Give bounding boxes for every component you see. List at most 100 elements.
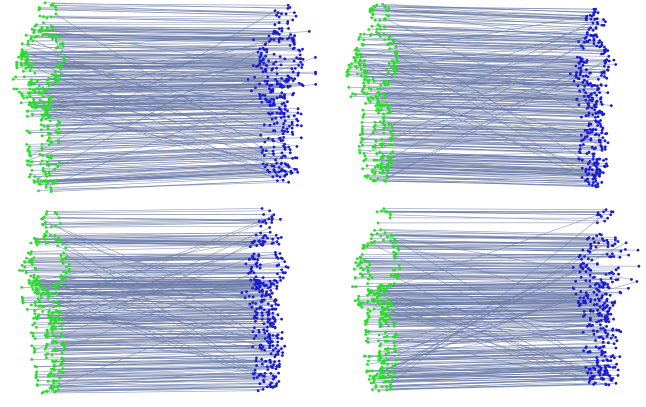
target-point [587, 249, 590, 252]
target-point [267, 112, 270, 115]
source-point [45, 179, 48, 182]
source-point [50, 285, 53, 288]
target-point [251, 241, 254, 244]
source-point [41, 154, 44, 157]
source-point [364, 155, 367, 158]
source-point [353, 268, 356, 271]
source-point [51, 330, 54, 333]
source-point [63, 56, 66, 59]
target-point [269, 340, 272, 343]
source-point [388, 144, 391, 147]
source-point [373, 126, 376, 129]
target-point [597, 111, 600, 114]
target-point [280, 139, 283, 142]
source-point [33, 322, 36, 325]
source-point [392, 129, 395, 132]
source-point [378, 345, 381, 348]
source-point [65, 265, 68, 268]
target-point [272, 129, 275, 132]
source-point [27, 92, 30, 95]
target-point [600, 125, 603, 128]
target-point [299, 61, 302, 64]
target-point [258, 220, 261, 223]
source-point [378, 19, 381, 22]
target-point [585, 61, 588, 64]
target-point [586, 82, 589, 85]
source-point [26, 163, 29, 166]
target-point [573, 80, 576, 83]
source-point [367, 288, 370, 291]
target-point [253, 76, 256, 79]
target-point [274, 326, 277, 329]
target-point [291, 40, 294, 43]
target-point [592, 181, 595, 184]
source-point [52, 379, 55, 382]
target-point [612, 255, 615, 258]
source-point [369, 310, 372, 313]
target-point [284, 119, 287, 122]
source-point [365, 340, 368, 343]
target-point [602, 304, 605, 307]
target-point [272, 140, 275, 143]
source-point [377, 112, 380, 115]
target-point [275, 256, 278, 259]
target-point [596, 330, 599, 333]
source-point [55, 163, 58, 166]
target-point [578, 67, 581, 70]
target-point [281, 27, 284, 30]
source-point [385, 302, 388, 305]
target-point [286, 130, 289, 133]
source-point [382, 239, 385, 242]
source-point [388, 166, 391, 169]
target-point [598, 134, 601, 137]
source-point [350, 62, 353, 65]
source-point [392, 251, 395, 254]
target-point [261, 290, 264, 293]
source-point [361, 132, 364, 135]
target-point [607, 141, 610, 144]
target-point [593, 42, 596, 45]
target-point [244, 296, 247, 299]
source-point [364, 333, 367, 336]
target-point [261, 207, 264, 210]
target-point [612, 304, 615, 307]
source-point [43, 125, 46, 128]
source-point [383, 336, 386, 339]
target-point [586, 238, 589, 241]
source-point [393, 282, 396, 285]
source-point [358, 301, 361, 304]
target-point [615, 329, 618, 332]
target-point [259, 382, 262, 385]
target-point [607, 66, 610, 69]
target-point [588, 280, 591, 283]
target-point [269, 231, 272, 234]
source-point [42, 95, 45, 98]
target-point [274, 355, 277, 358]
target-point [266, 83, 269, 86]
target-point [263, 285, 266, 288]
source-point [58, 122, 61, 125]
target-point [271, 238, 274, 241]
target-point [578, 77, 581, 80]
source-point [56, 317, 59, 320]
source-point [363, 152, 366, 155]
source-point [35, 375, 38, 378]
source-point [53, 369, 56, 372]
source-point [45, 175, 48, 178]
source-point [65, 272, 68, 275]
target-point [594, 184, 597, 187]
source-point [378, 352, 381, 355]
target-point [597, 185, 600, 188]
target-point [609, 294, 612, 297]
target-point [263, 331, 266, 334]
source-point [42, 285, 45, 288]
target-point [268, 309, 271, 312]
source-point [55, 41, 58, 44]
source-point [47, 104, 50, 107]
source-point [354, 285, 357, 288]
target-point [314, 71, 317, 74]
source-point [52, 382, 55, 385]
target-point [596, 22, 599, 25]
source-point [27, 252, 30, 255]
source-point [28, 282, 31, 285]
